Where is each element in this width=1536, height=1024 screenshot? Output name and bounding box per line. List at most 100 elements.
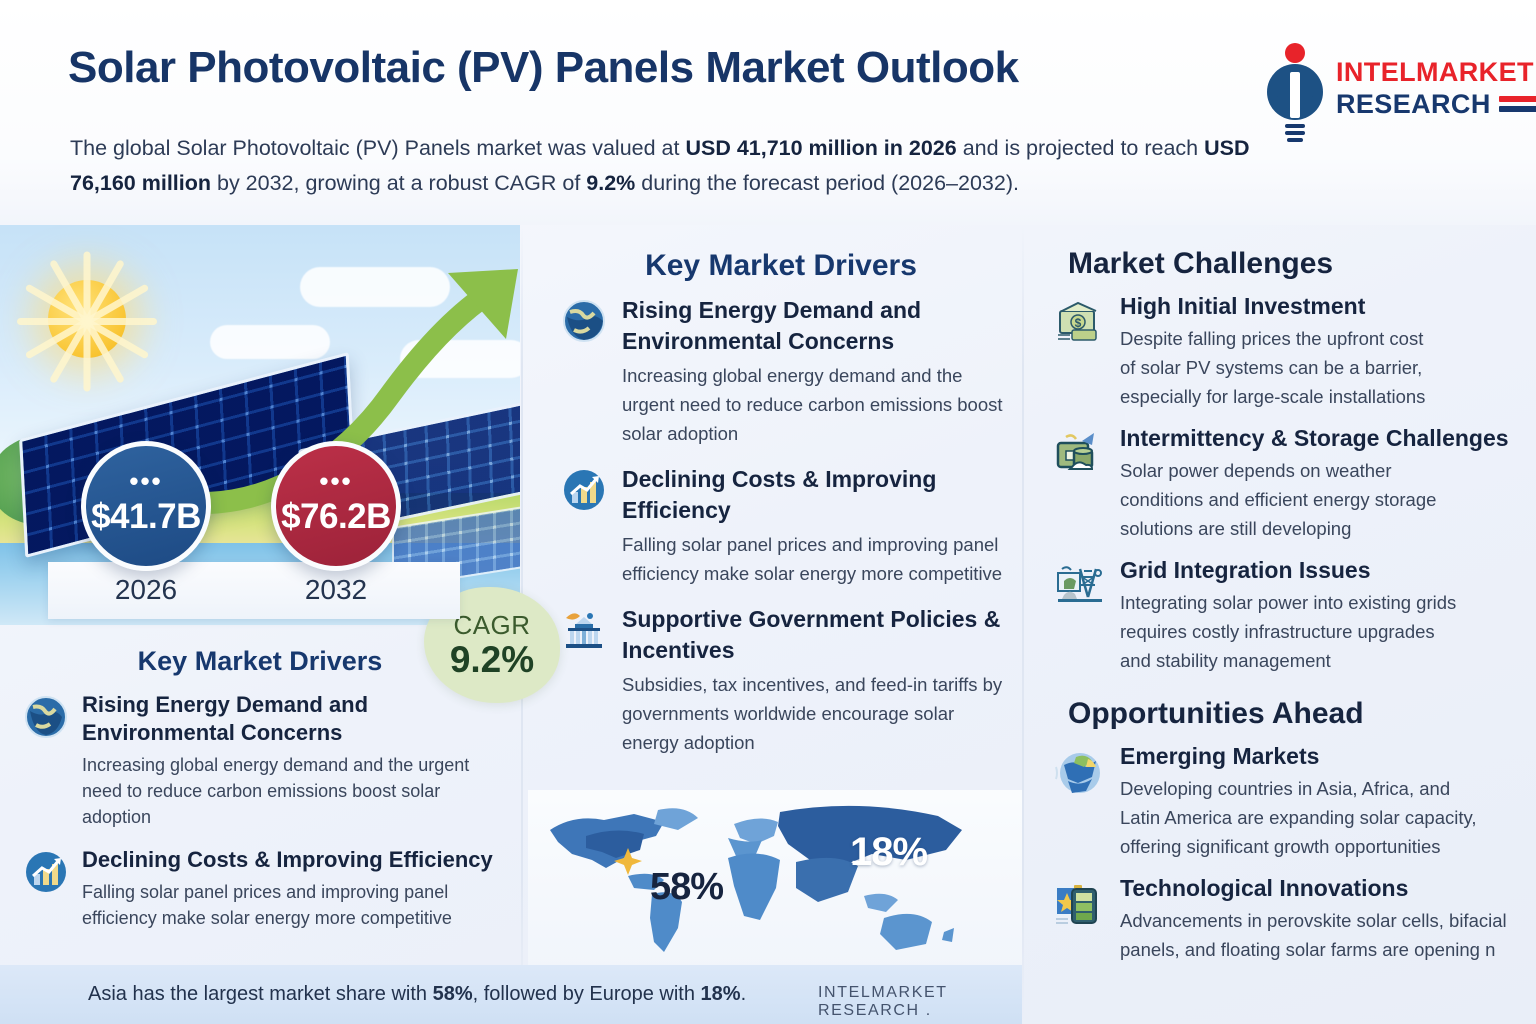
subtitle-value-cagr: 9.2% [586, 171, 636, 195]
cagr-badge: CAGR 9.2% [424, 587, 560, 703]
star-marker-icon [614, 848, 642, 875]
subtitle-text-3: by 2032, growing at a robust CAGR of [211, 171, 587, 195]
bubble-amount-2026: $41.7B [91, 497, 201, 536]
market-value-bubble-2032: ••• $76.2B [271, 441, 401, 571]
center-driver-body: Subsidies, tax incentives, and feed-in t… [622, 674, 1003, 753]
footer-text-1: Asia has the largest market share with [88, 983, 433, 1005]
center-driver-body: Falling solar panel prices and improving… [622, 534, 1003, 584]
footer-strip: Asia has the largest market share with 5… [0, 965, 1022, 1024]
cagr-label: CAGR [453, 609, 531, 640]
left-driver-body: Increasing global energy demand and the … [82, 755, 470, 827]
opportunity-body-line: panels, and floating solar farms are ope… [1120, 939, 1496, 960]
subtitle-text-4: during the forecast period (2026–2032). [635, 171, 1019, 195]
challenge-body: Solar power depends on weather condition… [1120, 456, 1509, 543]
page-header: Solar Photovoltaic (PV) Panels Market Ou… [0, 0, 1536, 225]
challenge-item: Grid Integration Issues Integrating sola… [1024, 555, 1536, 675]
footer-value-58: 58% [432, 983, 473, 1005]
cagr-value: 9.2% [449, 638, 535, 680]
brand-logo[interactable]: INTELMARKET RESEARCH [1258, 34, 1536, 146]
challenge-item: $ High Initial Investment Despite fallin… [1024, 291, 1536, 411]
footer-note: Asia has the largest market share with 5… [88, 983, 746, 1006]
opportunity-title: Emerging Markets [1120, 743, 1320, 769]
divider-center-right [1022, 225, 1024, 1024]
bubble-amount-2032: $76.2B [281, 497, 391, 536]
lightbulb-icon [1264, 42, 1326, 146]
market-share-map-panel: 58% 18% [528, 790, 1022, 970]
opportunity-body-line: Advancements in perovskite solar cells, … [1120, 910, 1507, 931]
opportunity-body-line: offering significant growth opportunitie… [1120, 836, 1441, 857]
logo-line-intelmarket: INTELMARKET [1336, 57, 1534, 87]
opportunity-body-line: Developing countries in Asia, Africa, an… [1120, 778, 1451, 799]
cloud-icon [300, 267, 450, 307]
logo-wordmark: INTELMARKET RESEARCH [1336, 56, 1536, 120]
footer-text-2: , followed by Europe with [472, 983, 701, 1005]
value-pedestal [48, 562, 460, 619]
center-driver-title: Supportive Government Policies & Incenti… [622, 606, 1001, 663]
left-drivers-heading: Key Market Drivers [137, 646, 383, 676]
challenge-body-line: and stability management [1120, 650, 1331, 671]
challenge-body-line: especially for large-scale installations [1120, 386, 1426, 407]
globe-icon [24, 691, 68, 830]
center-driver-title: Rising Energy Demand and Environmental C… [622, 297, 922, 354]
center-drivers-section: Key Market Drivers Rising Energy Demand … [540, 225, 1022, 785]
solar-illustration [0, 225, 520, 625]
footer-watermark: INTELMARKET RESEARCH . [818, 984, 948, 1019]
footer-value-18: 18% [700, 983, 741, 1005]
globe-blue-icon [1054, 741, 1106, 861]
subtitle-text-1: The global Solar Photovoltaic (PV) Panel… [70, 136, 686, 160]
challenge-body-line: Solar power depends on weather [1120, 460, 1392, 481]
government-building-icon [562, 604, 606, 757]
challenge-body-line: of solar PV systems can be a barrier, [1120, 357, 1423, 378]
bubble-dots-icon: ••• [319, 466, 353, 496]
challenge-body-line: conditions and efficient energy storage [1120, 489, 1437, 510]
subtitle-value-2032: USD 76,160 million [70, 136, 1250, 195]
opportunity-title: Technological Innovations [1120, 875, 1409, 901]
bubble-year-2026: 2026 [114, 574, 178, 605]
battery-panel-icon [1054, 873, 1106, 964]
opportunity-item: Emerging Markets Developing countries in… [1024, 741, 1536, 861]
globe-icon [562, 295, 606, 448]
logo-line-research: RESEARCH [1336, 88, 1536, 120]
bubble-year-2032: 2032 [304, 574, 368, 605]
page-subtitle: The global Solar Photovoltaic (PV) Panel… [70, 131, 1280, 201]
challenge-body-line: requires costly infrastructure upgrades [1120, 621, 1435, 642]
market-value-bubble-2026: ••• $41.7B [81, 441, 211, 571]
center-driver-body: Increasing global energy demand and the … [622, 365, 1003, 444]
left-driver-title: Declining Costs & Improving Efficiency [82, 847, 493, 872]
challenge-body: Integrating solar power into existing gr… [1120, 588, 1456, 675]
challenge-title: Intermittency & Storage Challenges [1120, 425, 1509, 451]
left-driver-title: Rising Energy Demand and Environmental C… [82, 692, 369, 745]
subtitle-text-2: and is projected to reach [956, 136, 1205, 160]
challenge-title: High Initial Investment [1120, 293, 1366, 319]
right-column: Market Challenges $ High Initial Investm… [1024, 225, 1536, 1024]
challenge-body-line: Integrating solar power into existing gr… [1120, 592, 1457, 613]
world-map-icon [550, 805, 962, 952]
challenge-item: Intermittency & Storage Challenges Solar… [1024, 423, 1536, 543]
opportunity-item: Technological Innovations Advancements i… [1024, 873, 1536, 964]
center-driver-item: Declining Costs & Improving Efficiency F… [540, 464, 1022, 588]
left-driver-body: Falling solar panel prices and improving… [82, 882, 452, 928]
page-title: Solar Photovoltaic (PV) Panels Market Ou… [68, 43, 1019, 92]
growth-arrow-icon [200, 269, 518, 514]
battery-storage-icon [1054, 423, 1106, 543]
cloud-icon [210, 325, 330, 359]
center-driver-item: Rising Energy Demand and Environmental C… [540, 295, 1022, 448]
opportunity-body: Developing countries in Asia, Africa, an… [1120, 774, 1477, 861]
svg-text:$: $ [1075, 316, 1082, 330]
left-driver-item: Rising Energy Demand and Environmental C… [0, 691, 520, 830]
challenges-heading: Market Challenges [1068, 247, 1334, 280]
infographic-body: CAGR 9.2% ••• $41.7B 2026 ••• $76.2B 203… [0, 225, 1536, 1024]
logo-research-text: RESEARCH [1336, 89, 1491, 119]
bubble-dots-icon: ••• [129, 466, 163, 496]
opportunity-body: Advancements in perovskite solar cells, … [1120, 906, 1507, 964]
challenge-body: Despite falling prices the upfront cost … [1120, 324, 1425, 411]
left-driver-item: Declining Costs & Improving Efficiency F… [0, 846, 520, 931]
logo-bars-icon [1498, 96, 1536, 112]
subtitle-value-2026: USD 41,710 million in 2026 [685, 136, 957, 160]
power-grid-tower-icon [1054, 555, 1106, 675]
chart-growth-icon [24, 846, 68, 931]
challenge-body-line: Despite falling prices the upfront cost [1120, 328, 1424, 349]
challenge-body-line: solutions are still developing [1120, 518, 1352, 539]
center-driver-title: Declining Costs & Improving Efficiency [622, 466, 937, 523]
center-drivers-heading: Key Market Drivers [645, 249, 917, 282]
